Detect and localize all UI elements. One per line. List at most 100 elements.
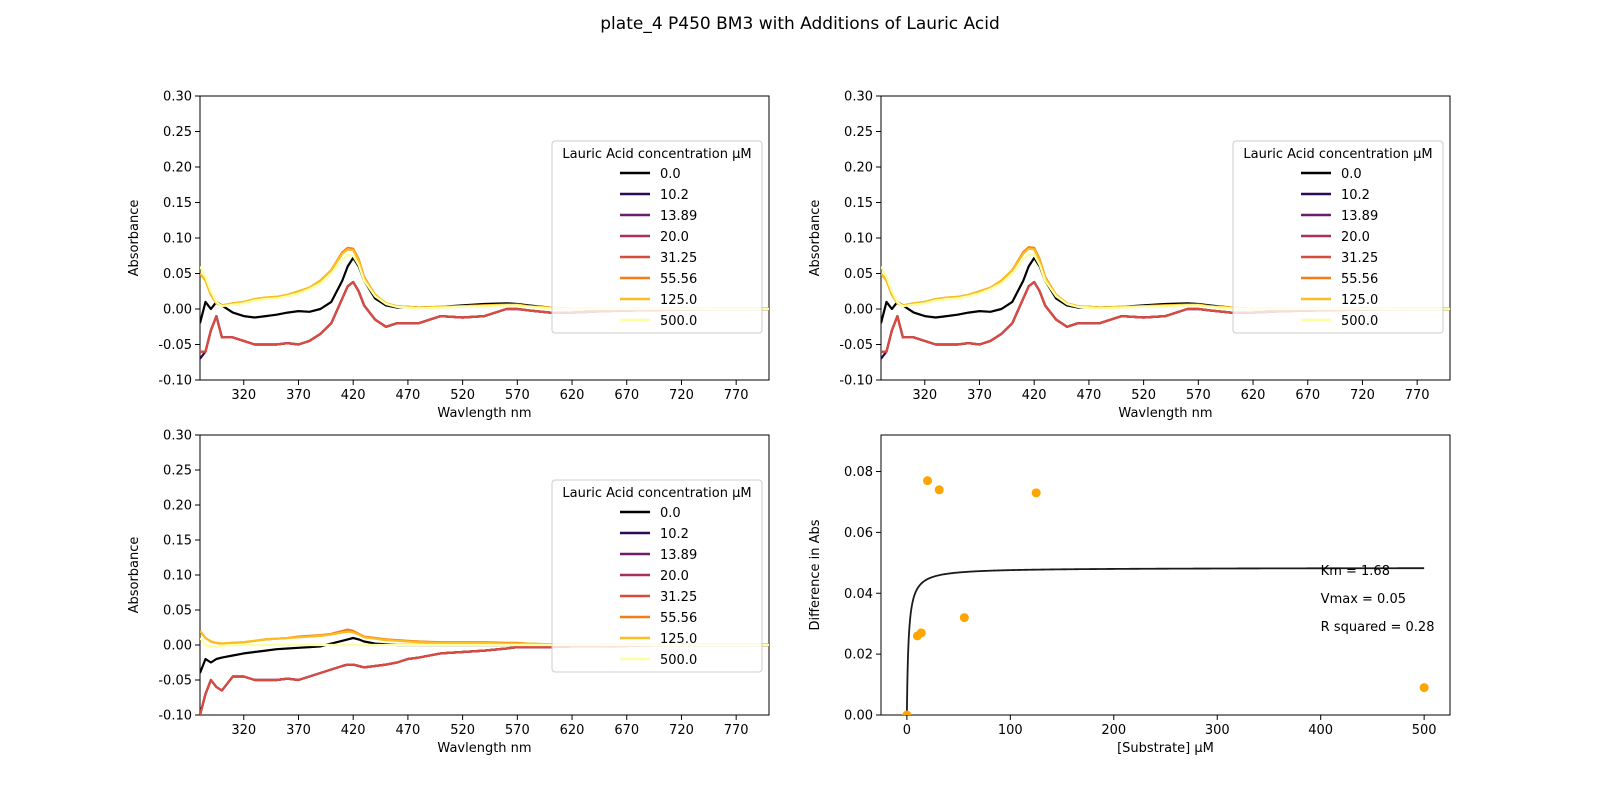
legend-label: 31.25 [1341, 251, 1378, 266]
series-lines [200, 628, 769, 715]
x-tick-label: 620 [560, 388, 585, 403]
x-tick-label: 370 [967, 388, 992, 403]
legend-label: 500.0 [660, 653, 697, 668]
legend-title: Lauric Acid concentration µM [562, 147, 751, 162]
scatter-area [902, 476, 1429, 715]
legend-label: 13.89 [660, 548, 697, 563]
y-tick-label: 0.00 [844, 709, 873, 724]
x-tick-label: 770 [724, 723, 749, 738]
x-tick-label: 770 [724, 388, 749, 403]
x-tick-label: 720 [669, 723, 694, 738]
series-line-31-25 [200, 643, 769, 715]
x-tick-label: 570 [505, 388, 530, 403]
y-tick-label: 0.00 [844, 303, 873, 318]
series-line-500-0 [200, 253, 769, 311]
data-point [959, 613, 969, 623]
series-lines [881, 246, 1450, 360]
x-tick-label: 370 [286, 388, 311, 403]
x-tick-label: 400 [1308, 723, 1333, 738]
x-tick-label: 300 [1205, 723, 1230, 738]
y-tick-label: 0.25 [163, 125, 192, 140]
y-tick-label: 0.05 [163, 604, 192, 619]
spectrum-panel-1: 320 370 420 470 520 570 620 670 720 770 -0.10 -0.05… [127, 90, 770, 421]
fit-annotation: Vmax = 0.05 [1321, 592, 1406, 607]
y-tick-label: 0.02 [844, 648, 873, 663]
x-tick-label: 320 [231, 388, 256, 403]
legend-title: Lauric Acid concentration µM [562, 486, 751, 501]
y-tick-label: 0.15 [163, 534, 192, 549]
legend-label: 0.0 [660, 506, 681, 521]
series-line-500-0 [881, 253, 1450, 311]
figure-title: plate_4 P450 BM3 with Additions of Lauri… [600, 14, 999, 34]
data-point [1031, 488, 1041, 498]
y-tick-label: -0.10 [158, 374, 192, 389]
x-tick-label: 370 [286, 723, 311, 738]
x-tick-label: 470 [1076, 388, 1101, 403]
x-tick-label: 520 [1131, 388, 1156, 403]
legend-label: 55.56 [1341, 272, 1378, 287]
data-point [1419, 683, 1429, 693]
y-tick-label: 0.30 [844, 90, 873, 105]
x-tick-label: 670 [1295, 388, 1320, 403]
y-tick-label: 0.25 [163, 464, 192, 479]
series-line-31-25 [881, 280, 1450, 353]
x-axis-label: Wavlength nm [1118, 406, 1212, 421]
fit-annotation: R squared = 0.28 [1321, 620, 1435, 635]
y-tick-label: -0.10 [839, 374, 873, 389]
legend-label: 20.0 [1341, 230, 1370, 245]
x-tick-label: 670 [614, 388, 639, 403]
y-tick-label: -0.10 [158, 709, 192, 724]
legend-box [1232, 140, 1444, 334]
y-axis-label: Difference in Abs [808, 519, 823, 630]
legend-label: 55.56 [660, 611, 697, 626]
y-tick-label: 0.10 [163, 569, 192, 584]
x-tick-label: 420 [1022, 388, 1047, 403]
series-line-500-0 [200, 637, 769, 648]
x-tick-label: 100 [998, 723, 1023, 738]
legend-label: 125.0 [660, 293, 697, 308]
legend: Lauric Acid concentration µM 0.0 10.2 13.89… [551, 140, 763, 334]
series-lines [200, 246, 769, 360]
legend-label: 125.0 [1341, 293, 1378, 308]
y-axis-label: Absorbance [127, 200, 142, 277]
y-tick-label: -0.05 [158, 674, 192, 689]
fit-curve [905, 567, 1425, 715]
x-axis-label: [Substrate] µM [1117, 741, 1214, 756]
data-point [934, 485, 944, 495]
y-tick-label: 0.05 [844, 267, 873, 282]
legend-label: 500.0 [1341, 314, 1378, 329]
y-tick-label: 0.15 [163, 196, 192, 211]
x-tick-label: 470 [395, 388, 420, 403]
y-axis-label: Absorbance [808, 200, 823, 277]
x-tick-label: 470 [395, 723, 420, 738]
x-tick-label: 620 [1241, 388, 1266, 403]
data-point [916, 628, 926, 638]
y-tick-label: 0.00 [163, 303, 192, 318]
legend-label: 10.2 [1341, 188, 1370, 203]
x-tick-label: 320 [231, 723, 256, 738]
spectrum-panel-2: 320 370 420 470 520 570 620 670 720 770 -0.10 -0.05… [808, 90, 1451, 421]
x-axis-label: Wavlength nm [437, 741, 531, 756]
legend-title: Lauric Acid concentration µM [1243, 147, 1432, 162]
x-tick-label: 520 [450, 723, 475, 738]
y-tick-label: 0.08 [844, 465, 873, 480]
legend-label: 31.25 [660, 251, 697, 266]
x-tick-label: 420 [341, 723, 366, 738]
y-tick-label: -0.05 [839, 338, 873, 353]
legend-label: 125.0 [660, 632, 697, 647]
x-tick-label: 620 [560, 723, 585, 738]
y-tick-label: 0.04 [844, 587, 873, 602]
x-axis-label: Wavlength nm [437, 406, 531, 421]
legend-label: 13.89 [1341, 209, 1378, 224]
axes-frame [880, 434, 1451, 716]
legend: Lauric Acid concentration µM 0.0 10.2 13.89… [1232, 140, 1444, 334]
x-tick-label: 770 [1405, 388, 1430, 403]
fit-annotation: Km = 1.68 [1321, 564, 1390, 579]
y-tick-label: 0.25 [844, 125, 873, 140]
michaelis-menten-panel: 0 100 200 300 400 500 0.00 0.02 0.04 0.06 0.08 [Sub… [808, 434, 1451, 756]
legend-label: 13.89 [660, 209, 697, 224]
x-tick-label: 670 [614, 723, 639, 738]
legend-box [551, 479, 763, 673]
x-tick-label: 720 [669, 388, 694, 403]
